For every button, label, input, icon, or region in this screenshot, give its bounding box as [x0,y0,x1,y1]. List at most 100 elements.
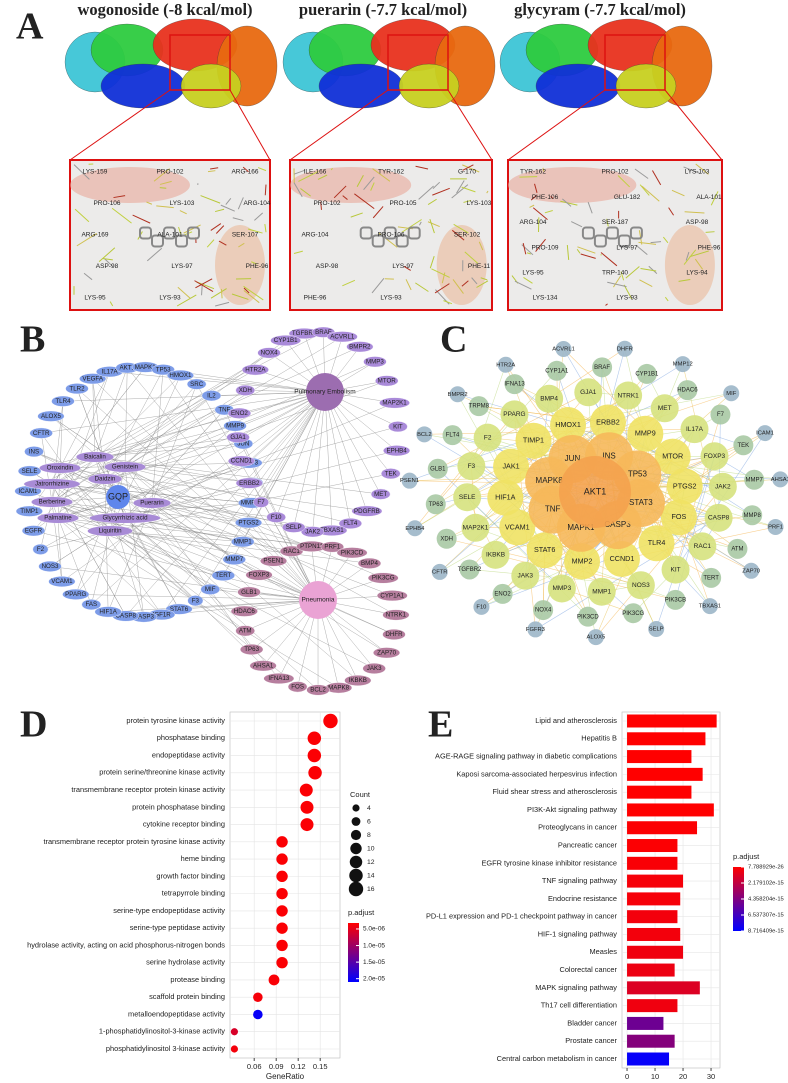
network-node [742,505,763,526]
residue-label: PRO-105 [389,200,416,207]
node-label: PIK3CD [341,549,364,556]
zoom-line [229,89,271,161]
network-node [416,426,433,443]
residue-stick [356,175,364,187]
node-label: TBXAS1 [320,527,344,534]
network-node [626,571,655,600]
residue-stick [201,285,203,296]
residue-stick [370,182,375,191]
x-tick-label: 0.06 [247,1062,262,1071]
node-label: NOS3 [42,563,59,570]
residue-stick [441,272,446,284]
herb-label: GQP [108,491,128,501]
residue-stick [571,221,583,228]
network-edge [57,502,262,519]
residue-stick [434,283,450,294]
network-node [39,462,81,474]
residue-stick [689,250,709,258]
node-label: HIF1A [495,493,516,502]
network-edge [29,391,326,512]
node-label: PRF1 [768,524,783,530]
residue-stick [685,251,690,261]
zoom-line [447,89,493,161]
node-label: ACVRL1 [330,333,355,340]
network-node [733,435,754,456]
residue-stick [415,282,429,292]
network-edge [62,391,326,402]
selection-box [387,34,449,91]
residue-stick [471,277,478,285]
residue-stick [176,294,197,307]
residue-stick [641,185,660,202]
network-node [526,532,563,569]
network-edge [51,369,256,485]
network-node [370,488,391,500]
protein-surface [180,63,242,109]
node-label: F7 [717,412,725,418]
network-node [704,503,733,532]
residue-label: ARG-166 [231,169,258,176]
node-label: TP63 [429,502,444,508]
node-label: RAC1 [694,543,712,550]
network-node [379,397,410,409]
network-edge [59,462,249,469]
node-label: ERBB2 [596,417,620,426]
node-label: XDH [239,387,252,394]
residue-stick [102,258,113,261]
node-label: JAK3 [367,665,382,672]
panel-label: E [428,704,453,746]
network-node [661,555,690,584]
residue-label: LYS-95 [84,295,106,302]
zoom-line [664,89,723,161]
network-node [654,438,691,475]
residue-label: ALA-101 [157,232,183,239]
residue-label: LYS-94 [686,270,708,277]
network-node [492,583,513,604]
node-label: Jatrorrhizine [35,481,70,488]
residue-stick [159,187,167,189]
network-edge [124,336,343,468]
legend-label: 14 [367,872,375,879]
bar [627,910,678,924]
y-tick-label: Proteoglycans in cancer [538,823,617,832]
network-node [388,421,408,433]
residue-stick [429,256,435,269]
legend-title: Count [350,790,371,799]
node-label: VCAM1 [51,578,73,585]
network-node [382,628,406,640]
residue-stick [401,219,422,233]
residue-stick [607,281,627,288]
network-node [235,625,255,637]
node-label: F2 [37,546,45,553]
network-edge [151,502,312,547]
bar [627,750,692,764]
node-label: MTOR [662,452,683,461]
residue-stick [427,198,437,205]
network-node [241,364,269,376]
network-edge [59,467,162,615]
node-label: PIK3CG [622,611,644,617]
network-edge [51,483,332,531]
network-node [320,541,344,553]
node-label: JUN [565,454,581,463]
node-label: BMP4 [361,560,378,567]
network-node [550,407,587,444]
x-tick-label: 0.12 [291,1062,306,1071]
network-edge [151,384,197,504]
network-node [17,465,42,477]
node-label: JAK1 [502,462,519,471]
network-edge [324,391,381,495]
residue-stick [427,221,440,228]
network-node [665,589,686,610]
residue-stick [535,238,546,252]
protein-surface [615,63,677,109]
protein-surface [398,63,460,109]
residue-stick [73,164,90,180]
dot [276,905,288,917]
network-node [326,331,358,343]
residue-stick [710,191,719,206]
residue-stick [300,188,311,197]
residue-stick [372,168,391,182]
network-edge [324,391,368,512]
